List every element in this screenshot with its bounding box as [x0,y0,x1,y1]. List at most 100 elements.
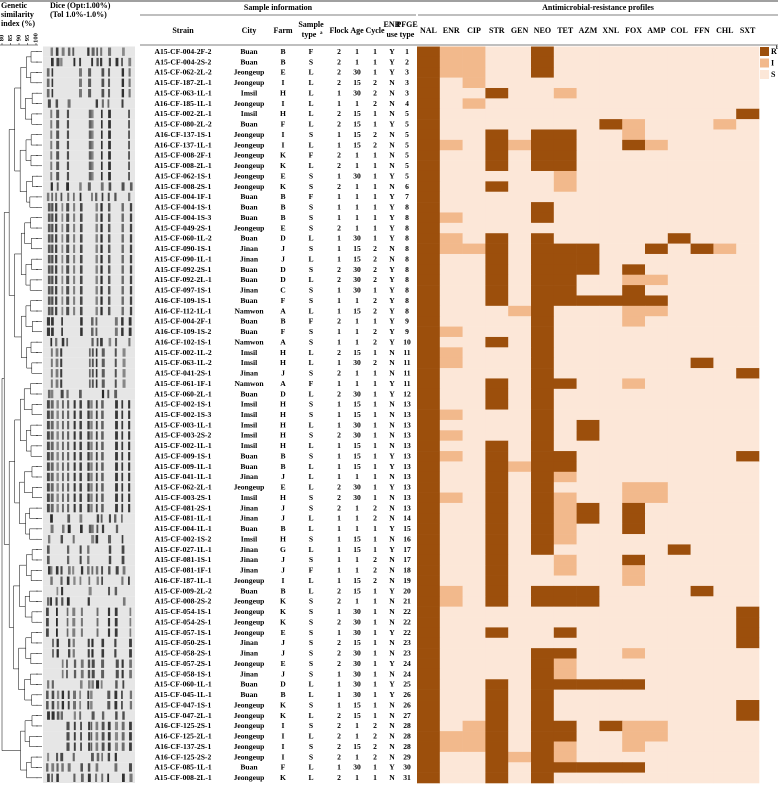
resistance-cell [667,243,691,255]
resistance-cell [508,731,532,742]
gel-band [121,472,124,482]
cell-type: L [308,275,313,284]
resistance-cell [713,482,737,493]
gel-band [114,742,119,751]
resistance-cell [713,98,737,110]
gel-band [79,680,83,689]
resistance-cell [462,658,486,670]
gel-band [91,171,94,181]
resistance-cell [553,471,577,483]
resistance-cell [576,731,600,742]
cell-pfge: 13 [403,420,411,429]
cell-type: F [309,47,314,56]
gel-band [121,317,124,326]
cell-age: 30 [353,171,361,180]
resistance-cell [576,565,600,576]
resistance-cell [508,627,532,639]
resistance-cell [690,668,714,680]
resistance-cell [645,233,669,244]
gel-band [87,452,90,461]
resistance-cell [713,762,737,773]
cell-farm: I [282,576,285,585]
gel-band [121,690,123,700]
cell-flock: 2 [337,638,341,647]
resistance-cell [736,565,760,576]
cell-flock: 2 [337,223,341,232]
dendrogram-branch [29,507,38,519]
resistance-cell [531,534,555,545]
resistance-cell [667,762,691,773]
cell-cycle: 1 [373,317,377,326]
cell-pfge: 18 [403,566,411,575]
gel-band [47,223,51,233]
resistance-cell [645,419,669,431]
resistance-cell [417,368,441,379]
resistance-cell [736,181,760,193]
resistance-cell [599,285,623,296]
resistance-cell [599,222,623,234]
resistance-cell [485,513,509,524]
resistance-cell [645,492,669,504]
gel-band [55,306,58,316]
cell-cycle: 2 [373,503,377,512]
resistance-cell [736,347,760,358]
cell-city: Jinan [240,545,259,554]
cell-flock: 2 [337,773,341,782]
gel-band [101,389,105,399]
gel-band [46,88,50,98]
resistance-cell [417,471,441,483]
gel-band [101,410,104,419]
resistance-cell [508,222,532,234]
resistance-cell [713,751,737,763]
cell-farm: E [280,659,285,668]
cell-type: S [309,400,313,409]
cell-enr: Y [389,265,395,274]
resistance-cell [553,627,577,639]
gel-band [66,244,70,253]
resistance-cell [417,285,441,296]
resistance-cell [690,741,714,753]
dendrogram-branch [19,149,27,192]
group-title: Sample information [244,3,313,12]
gel-band [101,752,104,762]
resistance-cell [622,326,646,338]
gel-band [46,317,51,326]
cell-age: 15 [353,451,361,460]
cell-flock: 1 [337,99,341,108]
gel-band [96,618,99,627]
cell-type: S [309,700,313,709]
gel-band [115,680,118,689]
resistance-cell [439,56,463,68]
resistance-cell [417,160,441,172]
dendrogram-branch [31,715,38,727]
gel-band [67,99,71,108]
cell-farm: I [282,732,285,741]
scale-label: 85 [7,34,14,41]
resistance-cell [417,523,441,535]
resistance-cell [553,336,577,348]
resistance-cell [576,606,600,618]
gel-band [46,410,50,419]
gel-band [107,254,111,264]
cell-age: 1 [355,566,359,575]
axis-title: Genetic [1,1,28,10]
gel-band [51,254,54,264]
cell-type: L [308,161,313,170]
gel-band [128,337,131,347]
resistance-cell [622,77,646,89]
column-header: Sample [298,20,324,29]
gel-band [122,680,125,689]
resistance-cell [576,596,600,607]
resistance-cell [439,409,463,421]
gel-band [66,171,70,181]
resistance-cell [667,606,691,618]
resistance-cell [531,606,555,618]
gel-lane [43,253,135,265]
resistance-cell [713,585,737,597]
cell-cycle: 1 [373,586,377,595]
cell-type: L [308,773,313,782]
resistance-cell [485,191,509,203]
resistance-cell [462,388,486,400]
resistance-cell [645,67,669,78]
resistance-cell [508,119,532,130]
